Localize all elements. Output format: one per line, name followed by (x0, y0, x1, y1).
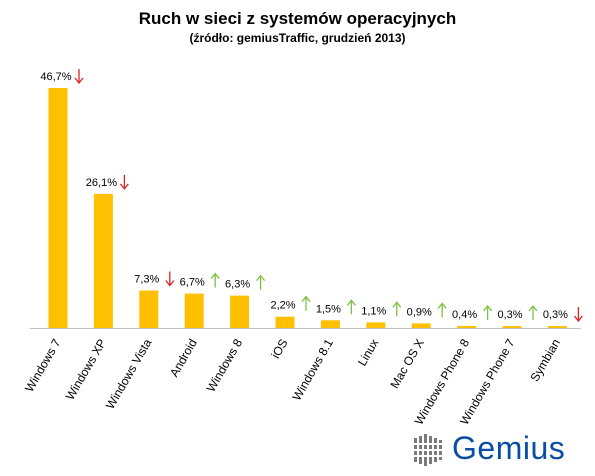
x-tick-label: Android (167, 337, 200, 380)
bar (502, 326, 522, 328)
trend-up-arrow-icon (483, 304, 493, 320)
x-tick-label: Windows 8.1 (290, 336, 337, 403)
data-label: 46,7% (40, 71, 71, 83)
trend-down-arrow-icon (573, 307, 583, 323)
trend-down-arrow-icon (119, 174, 129, 190)
x-tick-label: Linux (355, 337, 381, 369)
data-label: 6,3% (225, 279, 250, 291)
trend-up-arrow-icon (437, 302, 447, 318)
data-label: 6,7% (180, 277, 205, 289)
trend-up-arrow-icon (256, 274, 266, 290)
chart-titles: Ruch w sieci z systemów operacyjnych (źr… (0, 8, 595, 47)
chart-subtitle: (źródło: gemiusTraffic, grudzień 2013) (189, 31, 406, 45)
data-label: 1,1% (361, 305, 386, 317)
trend-down-arrow-icon (74, 69, 84, 85)
bar (457, 325, 477, 328)
data-label: 0,3% (543, 309, 568, 321)
x-tick-label: Windows 7 (22, 336, 64, 394)
trend-up-arrow-icon (392, 301, 402, 317)
bar (139, 290, 159, 328)
trend-up-arrow-icon (346, 299, 356, 315)
gemius-logo-wordmark: Gemius (452, 430, 566, 466)
gemius-logo-icon (412, 434, 446, 466)
data-label: 0,4% (452, 309, 477, 321)
bar (320, 320, 340, 328)
data-label: 0,3% (497, 309, 522, 321)
bar (411, 323, 431, 328)
trend-down-arrow-icon (165, 271, 175, 287)
bar (275, 316, 295, 328)
trend-up-arrow-icon (210, 272, 220, 288)
bar (230, 295, 250, 328)
data-label: 26,1% (86, 177, 117, 189)
chart-title: Ruch w sieci z systemów operacyjnych (138, 9, 457, 28)
bar (184, 293, 204, 328)
bar (547, 326, 567, 328)
x-tick-label: iOS (268, 337, 290, 361)
bar (366, 322, 386, 328)
x-tick-label: Symbian (528, 337, 563, 384)
trend-up-arrow-icon (528, 304, 538, 320)
data-label: 7,3% (134, 273, 159, 285)
bar (93, 193, 113, 328)
x-tick-label: Windows Vista (103, 336, 155, 411)
x-tick-label: Mac OS X (387, 337, 426, 391)
data-label: 1,5% (316, 303, 341, 315)
data-label: 0,9% (407, 306, 432, 318)
trend-up-arrow-icon (301, 295, 311, 311)
bar (48, 88, 68, 328)
x-tick-label: Windows XP (63, 337, 109, 403)
x-tick-label: Windows 8 (204, 336, 246, 394)
data-label: 2,2% (270, 300, 295, 312)
gemius-logo: Gemius (412, 430, 582, 468)
